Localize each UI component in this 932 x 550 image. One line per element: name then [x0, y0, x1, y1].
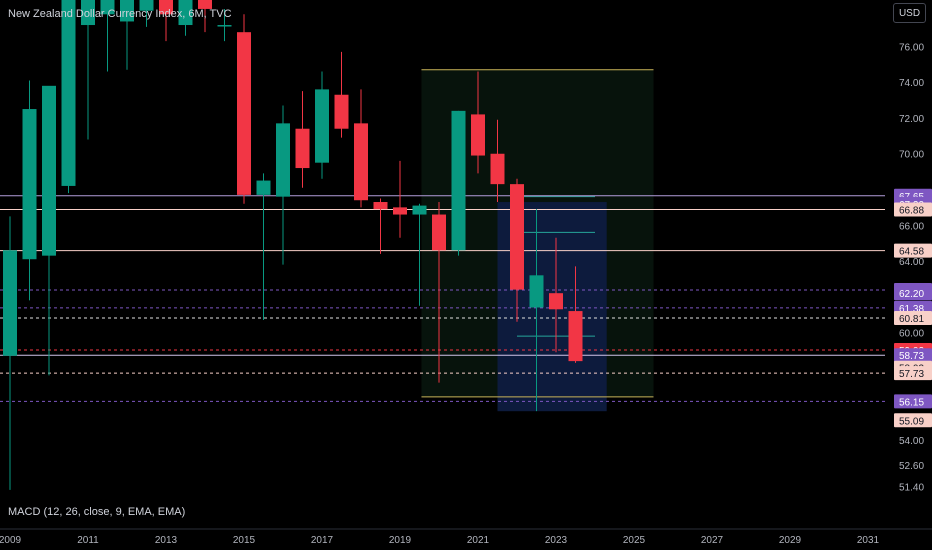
price-tick-label: 64.00 — [899, 257, 924, 268]
candle-body — [432, 214, 446, 251]
year-tick-label: 2013 — [155, 535, 178, 546]
price-badge-label: 66.88 — [899, 206, 924, 217]
candle-body — [334, 94, 349, 129]
candle-body — [412, 205, 427, 215]
candle-body — [529, 275, 544, 308]
price-badge-label: 55.09 — [899, 416, 924, 427]
price-badge-label: 57.73 — [899, 369, 924, 380]
price-badge-label: 64.58 — [899, 247, 924, 258]
price-tick-label: 72.00 — [899, 114, 924, 125]
price-tick-label: 66.00 — [899, 221, 924, 232]
candle-body — [139, 0, 154, 11]
candle-body — [198, 0, 212, 9]
price-axis: 76.00 74.00 72.00 70.00 66.00 64.00 60.00 54.00… — [899, 42, 924, 493]
candle-body — [237, 32, 251, 195]
year-tick-label: 2027 — [701, 535, 724, 546]
price-tick-label: 76.00 — [899, 42, 924, 53]
candle-body — [178, 0, 193, 26]
chart-title: New Zealand Dollar Currency Index, 6M, T… — [8, 8, 232, 20]
candle-body — [256, 180, 271, 195]
candle-body — [3, 250, 17, 356]
candle-body — [120, 0, 134, 22]
price-badge-label: 58.73 — [899, 351, 924, 362]
price-tick-label: 54.00 — [899, 436, 924, 447]
price-badge — [894, 286, 932, 301]
candle-body — [373, 202, 388, 210]
price-badge — [894, 202, 932, 217]
candle-body — [354, 123, 368, 201]
price-tick-label: 70.00 — [899, 150, 924, 161]
time-axis: 2009 2011 2013 2015 2017 2019 2021 2023 2025 2027… — [0, 528, 932, 546]
candle-body — [393, 207, 407, 215]
macd-indicator-label: MACD (12, 26, close, 9, EMA, EMA) — [8, 506, 186, 518]
candle-body — [61, 0, 76, 186]
candle-body — [568, 311, 583, 362]
price-badge — [894, 311, 932, 326]
horizontal-level-lines — [0, 195, 885, 402]
candle-body — [159, 0, 173, 15]
price-badge — [894, 243, 932, 258]
price-tick-label: 60.00 — [899, 329, 924, 340]
year-tick-label: 2029 — [779, 535, 802, 546]
price-badge — [894, 348, 932, 363]
year-tick-label: 2011 — [77, 535, 99, 546]
candle-body — [217, 25, 232, 27]
candle-body — [100, 0, 115, 15]
candle-body — [81, 0, 95, 26]
candle-body — [276, 123, 290, 197]
price-badge-label: 61.38 — [899, 304, 924, 315]
currency-button[interactable]: USD — [893, 3, 926, 23]
candles — [3, 0, 583, 490]
year-tick-label: 2025 — [623, 535, 646, 546]
candle-body — [42, 85, 56, 256]
price-badge — [894, 366, 932, 381]
year-tick-label: 2023 — [545, 535, 568, 546]
candle-body — [490, 153, 505, 185]
price-badge — [894, 413, 932, 428]
price-tick-label: 51.40 — [899, 482, 924, 493]
price-badges: 67.6567.2066.8864.5862.3862.2061.3860.81… — [894, 188, 932, 428]
candle-body — [510, 184, 524, 290]
candle-body — [22, 109, 37, 260]
price-tick-label: 52.60 — [899, 461, 924, 472]
year-tick-label: 2019 — [389, 535, 412, 546]
year-tick-label: 2021 — [467, 535, 490, 546]
year-tick-label: 2017 — [311, 535, 334, 546]
candle-body — [549, 293, 563, 310]
year-tick-label: 2015 — [233, 535, 256, 546]
price-badge-label: 62.20 — [899, 289, 924, 300]
candle-body — [295, 128, 310, 169]
candle-body — [471, 114, 485, 156]
candle-body — [315, 89, 329, 163]
year-tick-label: 2031 — [857, 535, 880, 546]
price-badge — [894, 394, 932, 409]
price-badge-label: 56.15 — [899, 397, 924, 408]
price-tick-label: 74.00 — [899, 78, 924, 89]
price-badge-label: 60.81 — [899, 314, 924, 325]
year-tick-label: 2009 — [0, 535, 22, 546]
candle-body — [451, 110, 466, 251]
